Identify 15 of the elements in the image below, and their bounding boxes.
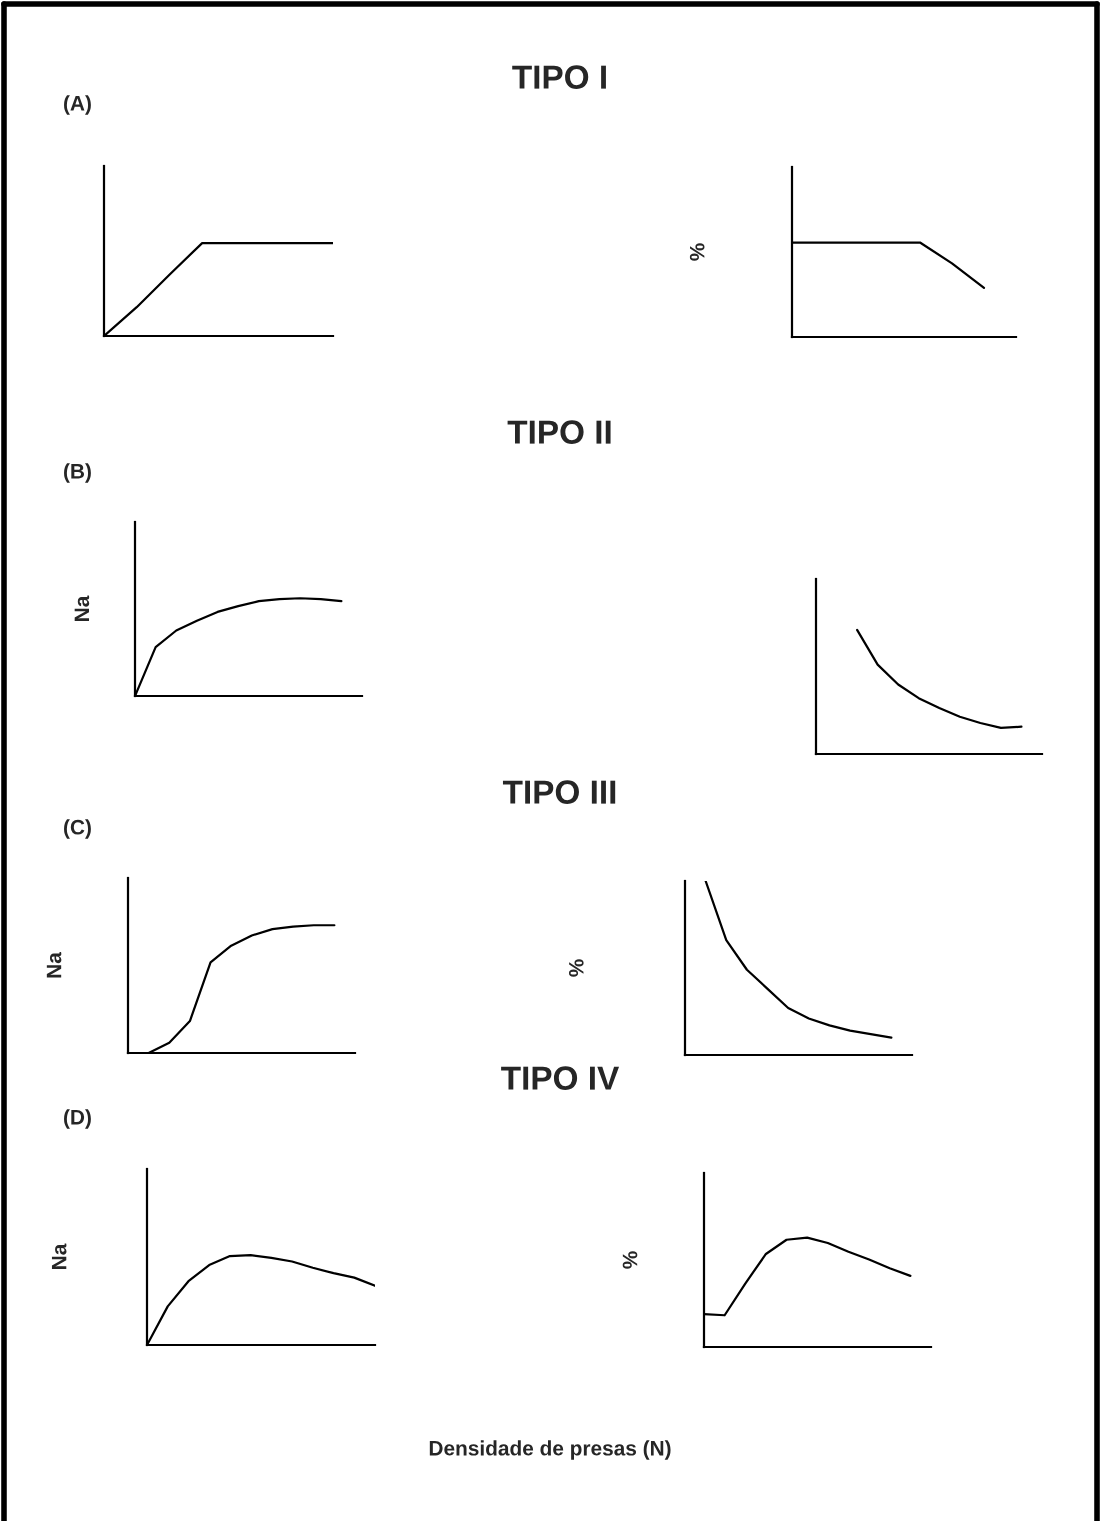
y-axis-title: Na xyxy=(51,1243,67,1269)
text: TIPO III xyxy=(502,780,616,804)
text: TIPO I xyxy=(512,65,606,89)
text: TIPO II xyxy=(507,420,611,444)
y-axis-title: Na xyxy=(46,952,62,978)
text: (B) xyxy=(64,463,91,483)
text: TIPO IV xyxy=(501,1066,620,1090)
text: (D) xyxy=(64,1109,91,1129)
y-axis-title: Na xyxy=(74,595,90,621)
y-axis-title: % xyxy=(568,959,584,977)
text: (A) xyxy=(64,95,91,115)
x-axis-title: Densidade de presas (N) xyxy=(429,1440,671,1460)
y-axis-title: % xyxy=(622,1251,638,1269)
y-axis-title: % xyxy=(689,243,705,261)
text: (C) xyxy=(64,819,91,839)
